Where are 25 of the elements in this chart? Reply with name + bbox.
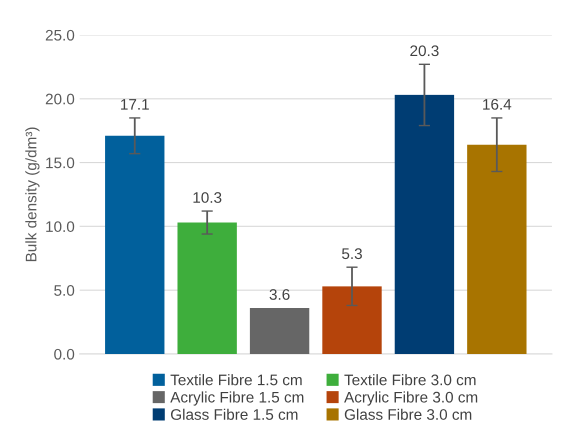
data-label: 16.4 [483,98,512,110]
y-tick-label: 20.0 [46,94,74,104]
legend-label: Acrylic Fibre 3.0 cm [344,391,478,406]
bar [105,136,164,354]
data-label: 10.3 [193,192,222,203]
legend-label: Textile Fibre 3.0 cm [344,374,476,386]
data-label: 20.3 [410,45,439,56]
legend-label: Glass Fibre 3.0 cm [344,408,472,420]
y-tick-label: 15.0 [46,157,74,168]
y-axis-title: Bulk density (g/dm³) [25,127,40,262]
bar [467,144,527,354]
y-tick-label: 10.0 [46,221,74,232]
legend-label: Textile Fibre 1.5 cm [170,374,302,386]
data-label: 5.3 [342,248,362,260]
bar [322,286,382,354]
bar [177,222,237,354]
legend-label: Glass Fibre 1.5 cm [170,408,298,420]
bar [250,308,310,354]
y-tick-label: 5.0 [54,285,74,296]
y-tick-label: 25.0 [46,30,74,41]
data-label: 3.6 [270,289,290,300]
data-label: 17.1 [121,99,149,110]
y-tick-label: 0.0 [54,348,74,360]
bar [394,94,454,354]
legend-label: Acrylic Fibre 1.5 cm [170,391,304,406]
